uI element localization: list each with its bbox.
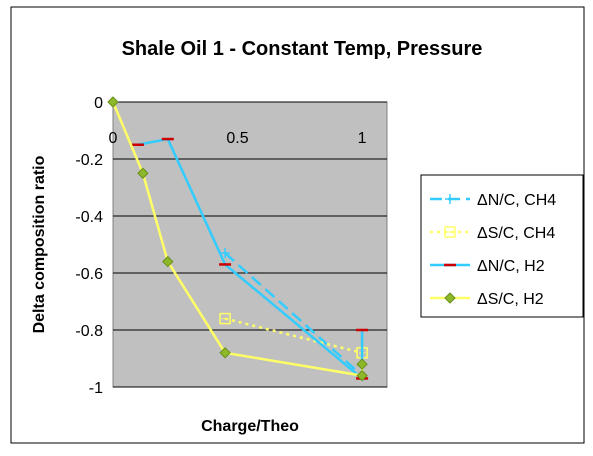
data-point [356,369,368,382]
legend-item: ΔN/C, CH4 [430,192,556,209]
x-tick-label: 0 [109,130,118,147]
data-point [137,167,149,179]
x-tick-label: 0.5 [226,130,248,147]
data-point [162,255,174,268]
series-line [224,317,363,355]
legend: ΔN/C, CH4 ΔS/C, CH4 ΔN/C, H2 ΔS/C, H2 [430,192,556,308]
legend-label: ΔS/C, H2 [477,291,544,308]
y-tick-label: 0 [94,95,103,112]
y-tick-label: -0.6 [75,266,103,283]
data-point [219,312,231,325]
chart-title: Shale Oil 1 - Constant Temp, Pressure [122,38,483,60]
data-point [445,194,455,204]
data-point [444,292,456,304]
tick-labels: 0 -0.2 -0.4 -0.6 -0.8 -1 0 0.5 1 [75,95,366,397]
y-tick-label: -1 [89,380,103,397]
legend-label: ΔN/C, CH4 [477,192,556,209]
legend-item: ΔS/C, CH4 [430,225,555,242]
legend-item: ΔN/C, H2 [430,258,545,275]
x-tick-label: 1 [358,130,367,147]
data-point [356,358,368,370]
data-point [107,96,119,108]
data-point [444,226,456,238]
y-tick-label: -0.4 [75,209,103,226]
series-group [107,96,369,382]
legend-label: ΔN/C, H2 [477,258,545,275]
legend-label: ΔS/C, CH4 [477,225,555,242]
y-tick-label: -0.2 [75,152,103,169]
gridlines [113,101,387,388]
x-axis-title: Charge/Theo [201,418,299,435]
series-4 [107,96,368,382]
y-axis-title: Delta composition ratio [31,155,48,333]
y-tick-label: -0.8 [75,323,103,340]
data-point [219,347,231,359]
plot-area [112,101,388,388]
legend-item: ΔS/C, H2 [430,291,544,308]
data-point [220,248,231,259]
series-line [224,252,363,377]
